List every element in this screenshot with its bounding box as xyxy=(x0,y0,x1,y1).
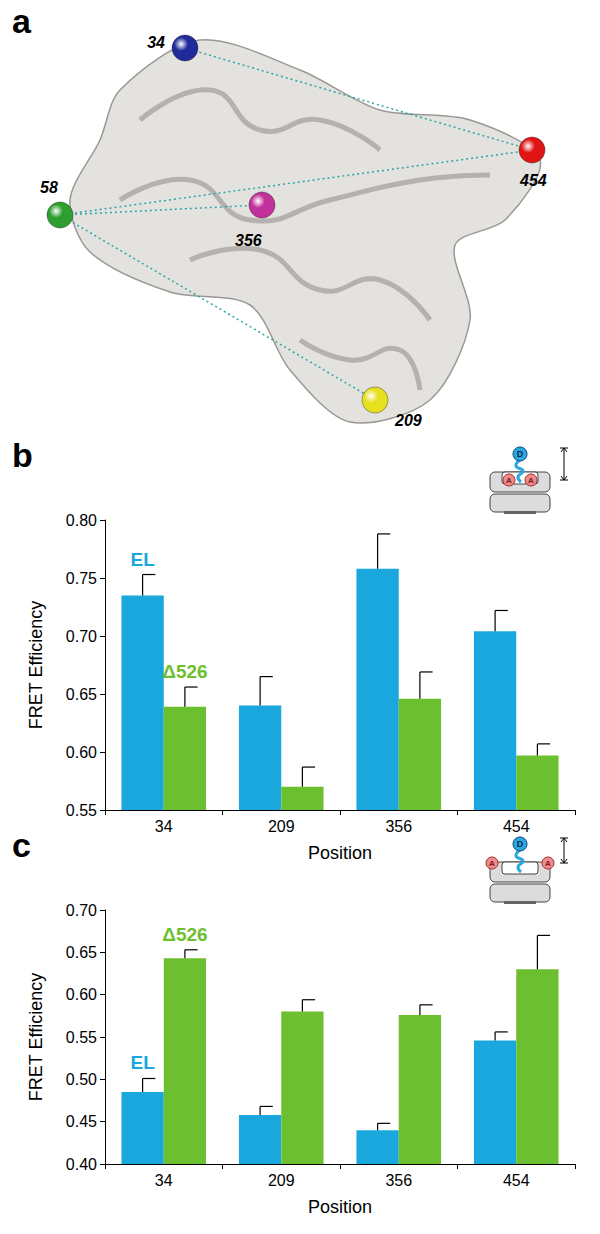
svg-text:Position: Position xyxy=(308,843,372,863)
svg-text:A: A xyxy=(506,476,512,485)
svg-text:356: 356 xyxy=(385,1172,412,1189)
svg-text:FRET Efficiency: FRET Efficiency xyxy=(26,973,46,1101)
svg-text:454: 454 xyxy=(519,172,547,189)
svg-text:34: 34 xyxy=(147,34,165,51)
svg-text:209: 209 xyxy=(394,412,422,429)
svg-text:0.40: 0.40 xyxy=(66,1156,97,1173)
svg-text:0.60: 0.60 xyxy=(66,986,97,1003)
svg-text:0.80: 0.80 xyxy=(66,512,97,529)
svg-text:209: 209 xyxy=(268,818,295,835)
svg-text:A: A xyxy=(528,476,534,485)
svg-text:b: b xyxy=(12,436,33,474)
svg-text:0.50: 0.50 xyxy=(66,1071,97,1088)
svg-text:0.45: 0.45 xyxy=(66,1113,97,1130)
svg-text:0.65: 0.65 xyxy=(66,686,97,703)
svg-text:0.65: 0.65 xyxy=(66,944,97,961)
svg-text:EL: EL xyxy=(130,1052,155,1073)
svg-text:Position: Position xyxy=(308,1197,372,1217)
svg-text:454: 454 xyxy=(503,818,530,835)
svg-text:A: A xyxy=(545,859,551,868)
svg-text:0.70: 0.70 xyxy=(66,902,97,919)
svg-text:58: 58 xyxy=(40,179,58,196)
svg-text:Δ526: Δ526 xyxy=(162,661,207,682)
svg-text:a: a xyxy=(12,2,32,40)
svg-text:356: 356 xyxy=(385,818,412,835)
svg-text:0.75: 0.75 xyxy=(66,570,97,587)
svg-text:209: 209 xyxy=(268,1172,295,1189)
svg-text:34: 34 xyxy=(155,818,173,835)
svg-text:D: D xyxy=(517,839,524,849)
svg-text:0.55: 0.55 xyxy=(66,1029,97,1046)
svg-text:0.55: 0.55 xyxy=(66,802,97,819)
svg-text:EL: EL xyxy=(130,549,155,570)
svg-text:356: 356 xyxy=(235,232,262,249)
svg-text:454: 454 xyxy=(503,1172,530,1189)
svg-text:0.60: 0.60 xyxy=(66,744,97,761)
svg-text:34: 34 xyxy=(155,1172,173,1189)
svg-text:D: D xyxy=(517,449,524,459)
svg-text:A: A xyxy=(489,859,495,868)
svg-text:FRET Efficiency: FRET Efficiency xyxy=(26,601,46,729)
svg-text:Δ526: Δ526 xyxy=(162,924,207,945)
svg-text:c: c xyxy=(12,826,31,864)
svg-text:0.70: 0.70 xyxy=(66,628,97,645)
